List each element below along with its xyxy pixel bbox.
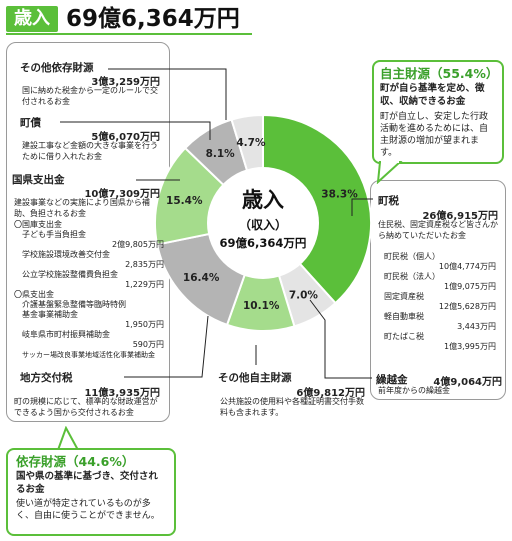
- header-total-amount: 69億6,364万円: [66, 6, 240, 32]
- leader-lines: [60, 68, 373, 379]
- desc-subsidy: 建設事業などの実施により国県から補助、負担されるお金: [14, 198, 150, 218]
- subsidy-sub-name: 子ども手当負担金: [22, 230, 86, 239]
- desc-carryover: 前年度からの繰越金: [378, 386, 450, 395]
- subsidy-sub-name: 〇県支出金: [14, 290, 54, 299]
- subsidy-sub-name: 公立学校施設整備費負担金: [22, 270, 118, 279]
- town-tax-sub-name: 軽自動車税: [384, 312, 424, 321]
- header-underline: [6, 33, 252, 35]
- pie-percent-label-6: 4.7%: [236, 137, 266, 149]
- pie-percent-label-4: 15.4%: [166, 195, 203, 207]
- self-source-definition: 町が自ら基準を定め、徴収、収納できるお金: [380, 83, 485, 107]
- right-self-frame: [370, 180, 506, 400]
- dependent-source-definition: 国や県の基準に基づき、交付されるお金: [16, 471, 158, 495]
- subsidy-sub-value: 1,229万円: [125, 280, 164, 289]
- center-amount: 69億6,364万円: [220, 236, 307, 250]
- leader-other-dependent: [108, 68, 227, 120]
- label-carryover: 繰越金: [376, 374, 408, 386]
- town-tax-sub-name: 町たばこ税: [384, 332, 424, 341]
- leader-carryover: [309, 299, 372, 379]
- amount-bond: 5億6,070万円: [91, 132, 160, 143]
- center-subtitle: （収入）: [239, 217, 287, 232]
- amount-town-tax: 26億6,915万円: [422, 211, 498, 222]
- town-tax-sub-name: 町民税（法人）: [384, 272, 440, 281]
- pie-percent-label-5: 8.1%: [206, 148, 236, 160]
- center-title: 歳入: [242, 188, 284, 212]
- amount-subsidy: 10億7,309万円: [84, 189, 160, 200]
- pie-percent-label-1: 7.0%: [289, 289, 319, 301]
- amount-other-dependent: 3億3,259万円: [91, 77, 160, 88]
- subsidy-sub-name: 〇国庫支出金: [14, 220, 62, 229]
- header-badge: 歳入: [6, 6, 58, 32]
- subsidy-sub-value: 2,835万円: [125, 260, 164, 269]
- amount-carryover: 4億9,064万円: [433, 377, 502, 388]
- town-tax-sub-name: 町民税（個人）: [384, 252, 440, 261]
- label-other-self: その他自主財源: [218, 372, 292, 384]
- pie-labels: 38.3% 7.0% 10.1% 16.4% 15.4% 8.1%4.7%: [166, 137, 358, 312]
- self-source-title: 自主財源（55.4%）: [380, 66, 499, 81]
- dependent-source-title: 依存財源（44.6%）: [16, 454, 135, 469]
- subsidy-sub-value: 2億9,805万円: [112, 240, 164, 249]
- town-tax-sub-value: 12億5,628万円: [438, 302, 496, 311]
- pie-center-hole: [207, 167, 319, 279]
- subsidy-sub-name: 介護基盤緊急整備等臨時特例基金事業補助金: [22, 300, 126, 319]
- pie-percent-label-0: 38.3%: [321, 189, 358, 201]
- town-tax-sub-name: 固定資産税: [384, 292, 424, 301]
- desc-local-tax: 町の規模に応じて、標準的な財政運営ができるよう国から交付されるお金: [14, 397, 158, 417]
- self-callout-tail: [376, 160, 403, 184]
- amount-local-tax: 11億3,935万円: [84, 388, 160, 399]
- label-local-tax: 地方交付税: [20, 372, 73, 384]
- dependent-source-callout: 依存財源（44.6%） 国や県の基準に基づき、交付されるお金 使い道が特定されて…: [6, 448, 176, 536]
- subsidy-sub-name: 岐阜県市町村振興補助金: [22, 330, 110, 339]
- leader-town-tax: [351, 198, 373, 216]
- leader-local-tax: [124, 315, 209, 378]
- dependent-source-note: 使い道が特定されているものが多く、自由に使うことができません。: [16, 499, 160, 521]
- label-town-tax: 町税: [378, 195, 399, 207]
- town-tax-sub-value: 3,443万円: [457, 322, 496, 331]
- amount-other-self: 6億9,812万円: [296, 388, 365, 399]
- subsidy-breakdown: 〇国庫支出金 子ども手当負担金 2億9,805万円 学校施設環境改善交付金 2,…: [14, 220, 164, 360]
- self-source-callout: 自主財源（55.4%） 町が自ら基準を定め、徴収、収納できるお金 町が自立し、安…: [372, 60, 504, 164]
- subsidy-sub-name: 学校施設環境改善交付金: [22, 250, 110, 259]
- desc-bond: 建設工事など金額の大きな事業を行うために借り入れたお金: [22, 141, 158, 161]
- subsidy-sub-value: 1,950万円: [125, 320, 164, 329]
- desc-other-self: 公共施設の使用料や各種証明書交付手数料も含まれます。: [220, 397, 364, 417]
- label-bond: 町債: [20, 117, 41, 129]
- subsidy-sub-value: 590万円: [132, 340, 164, 349]
- pie-percent-label-3: 16.4%: [183, 272, 220, 284]
- desc-town-tax: 住民税、固定資産税など皆さんから納めていただいたお金: [378, 220, 498, 240]
- town-tax-sub-value: 1億9,075万円: [444, 282, 496, 291]
- desc-other-dependent: 国に納めた税金から一定のルールで交付されるお金: [22, 86, 158, 106]
- self-source-note: 町が自立し、安定した行政活動を進めるためには、自主財源の増加が望まれます。: [380, 112, 489, 158]
- label-subsidy: 国県支出金: [12, 174, 65, 186]
- town-tax-sub-value: 10億4,774万円: [438, 262, 496, 271]
- pie-percent-label-2: 10.1%: [243, 300, 280, 312]
- town-tax-breakdown: 町民税（個人） 10億4,774万円 町民税（法人） 1億9,075万円 固定資…: [384, 252, 496, 352]
- subsidy-sub-name: サッカー場改良事業地域活性化事業補助金: [22, 351, 155, 359]
- label-other-dependent: その他依存財源: [20, 62, 94, 74]
- town-tax-sub-value: 1億3,995万円: [444, 342, 496, 351]
- leader-bond: [60, 121, 211, 140]
